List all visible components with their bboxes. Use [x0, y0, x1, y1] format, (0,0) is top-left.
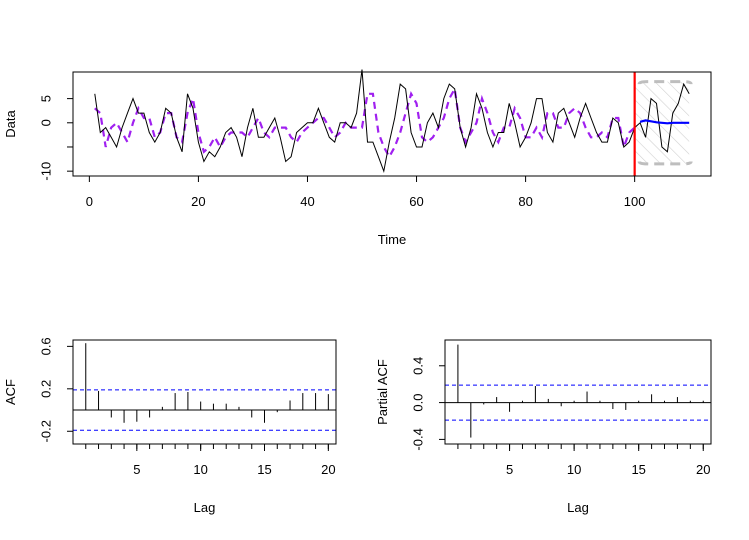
x-tick-label: 40: [300, 194, 314, 209]
y-axis-label: Partial ACF: [375, 359, 390, 425]
y-axis-label: Data: [3, 110, 18, 138]
plot-frame: [72, 71, 712, 177]
x-tick-label: 100: [624, 194, 646, 209]
plot-frame: [72, 339, 337, 445]
time-series-panel: 0 20 40 60 80 100 Time -10 0 5 Data: [3, 69, 712, 247]
upper-interval-line: [637, 80, 693, 85]
y-axis-label: ACF: [3, 379, 18, 405]
x-axis-label: Lag: [194, 500, 216, 515]
x-tick-label: 5: [133, 462, 140, 477]
x-tick-label: 20: [696, 462, 710, 477]
x-tick-label: 80: [518, 194, 532, 209]
x-tick-label: 15: [257, 462, 271, 477]
y-tick-label: 0: [38, 119, 53, 126]
y-tick-label: -0.4: [410, 428, 425, 450]
pacf-panel: 5 10 15 20 Lag -0.4 0.0 0.4 Partial ACF: [375, 339, 712, 515]
x-tick-label: 5: [506, 462, 513, 477]
x-tick-label: 15: [631, 462, 645, 477]
x-axis-label: Time: [378, 232, 406, 247]
data-series-line: [94, 69, 636, 174]
y-tick-label: 0.0: [410, 394, 425, 412]
x-tick-label: 0: [86, 194, 93, 209]
lower-interval-line: [637, 161, 693, 166]
fitted-series-line: [94, 85, 636, 159]
y-tick-label: -0.2: [38, 420, 53, 442]
x-axis-label: Lag: [567, 500, 589, 515]
x-tick-label: 10: [193, 462, 207, 477]
y-tick-label: 0.6: [38, 337, 53, 355]
x-tick-label: 20: [191, 194, 205, 209]
y-tick-label: 0.4: [410, 357, 425, 375]
x-tick-label: 20: [321, 462, 335, 477]
y-tick-label: -10: [38, 162, 53, 181]
x-tick-label: 60: [409, 194, 423, 209]
x-tick-label: 10: [567, 462, 581, 477]
plot-frame: [444, 339, 712, 445]
y-tick-label: 5: [38, 95, 53, 102]
acf-panel: 5 10 15 20 Lag -0.2 0.2 0.6 ACF: [3, 337, 337, 515]
forecast-series-line: [639, 119, 690, 125]
y-tick-label: 0.2: [38, 380, 53, 398]
future-series-line: [634, 82, 690, 153]
